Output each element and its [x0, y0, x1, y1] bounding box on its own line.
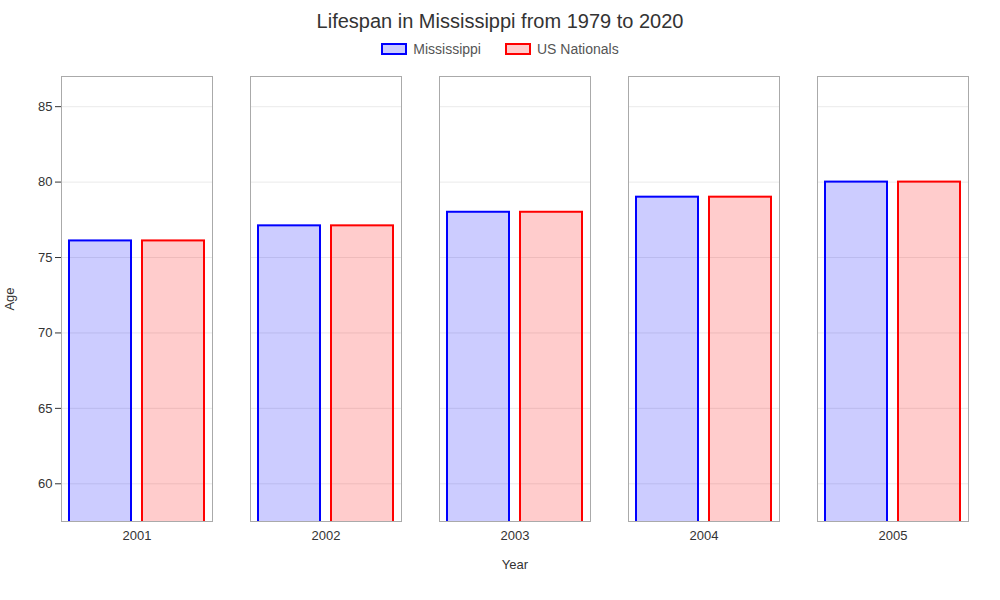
- html-text:Lifespan in Mississippi from 1: Lifespan in Mississippi from 1979 to 202…: [316, 10, 684, 32]
- svg-text:85: 85: [38, 99, 52, 114]
- svg-text:70: 70: [38, 325, 52, 340]
- svg-text:60: 60: [38, 476, 52, 491]
- svg-text:2004: 2004: [690, 528, 719, 543]
- svg-text:Year: Year: [502, 557, 529, 572]
- svg-text:2005: 2005: [879, 528, 908, 543]
- svg-text:2002: 2002: [312, 528, 341, 543]
- svg-text:Age: Age: [2, 287, 17, 310]
- svg-text:2003: 2003: [501, 528, 530, 543]
- svg-text:2001: 2001: [123, 528, 152, 543]
- svg-text:75: 75: [38, 250, 52, 265]
- svg-text:65: 65: [38, 401, 52, 416]
- html-text:US Nationals: US Nationals: [537, 41, 619, 57]
- svg-text:80: 80: [38, 174, 52, 189]
- html-text:Mississippi: Mississippi: [413, 41, 481, 57]
